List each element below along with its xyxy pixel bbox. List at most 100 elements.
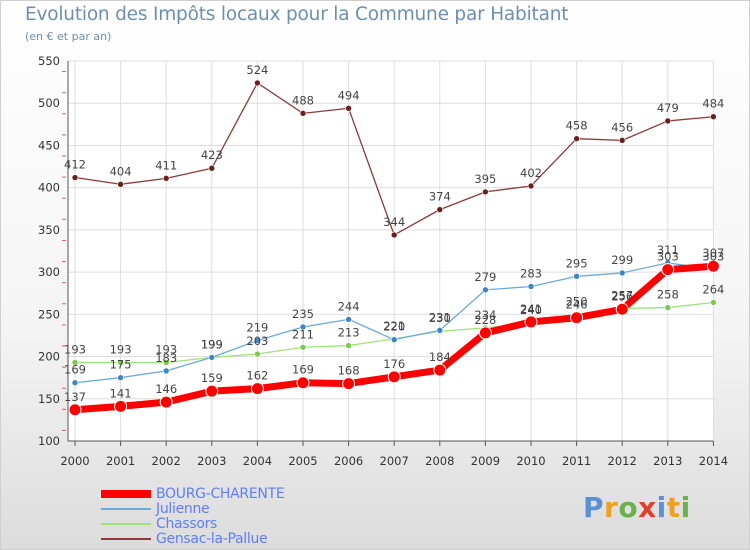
logo-letter: o [618,491,639,524]
data-label: 159 [201,371,223,385]
x-tick-label: 2000 [60,454,89,468]
data-label: 169 [292,363,314,377]
data-point [208,164,216,172]
data-point [68,403,82,417]
data-label: 193 [64,342,86,356]
data-point [250,382,264,396]
data-point [299,343,307,351]
legend-label: BOURG-CHARENTE [156,486,285,502]
data-point [159,395,173,409]
data-label: 307 [702,246,724,260]
data-label: 220 [383,320,405,334]
y-tick-label: 300 [38,265,60,279]
data-point [254,337,261,344]
data-point [527,182,535,190]
data-point [573,273,580,280]
data-point [664,304,672,311]
data-point [299,110,307,117]
data-label: 230 [429,311,451,325]
data-label: 213 [338,326,360,340]
data-point [527,283,535,290]
x-tick-label: 2008 [425,454,454,468]
data-label: 228 [474,313,496,327]
data-label: 395 [474,172,496,186]
y-tick-label: 150 [38,392,60,406]
legend-swatch [101,538,151,540]
data-label: 404 [110,164,132,178]
logo-letter: t [666,491,681,524]
y-tick-label: 550 [38,54,60,68]
data-label: 488 [292,93,314,107]
data-label: 412 [64,158,86,172]
data-point [162,367,170,375]
y-tick-label: 250 [38,307,60,321]
data-point [436,206,444,213]
x-tick-label: 2010 [516,454,545,468]
logo-letter: r [604,491,619,524]
data-label: 494 [338,88,360,102]
x-tick-label: 2011 [562,454,591,468]
data-label: 411 [155,158,177,172]
proxiti-logo: Proxiti [583,491,691,524]
data-label: 258 [657,288,679,302]
x-tick-label: 2005 [288,454,317,468]
data-point [205,384,219,398]
data-point [482,286,489,294]
chart-subtitle: (en € et par an) [25,30,112,43]
y-tick-label: 200 [38,350,60,364]
data-point [390,336,398,343]
data-label: 234 [474,308,496,322]
x-tick-label: 2014 [699,454,728,468]
legend-swatch [101,523,151,525]
x-tick-label: 2001 [106,454,135,468]
data-label: 231 [429,310,451,324]
x-tick-label: 2006 [334,454,363,468]
data-point [615,302,629,316]
legend-swatch [101,490,151,498]
data-label: 479 [657,101,679,115]
data-point [208,354,216,361]
data-point [254,79,261,87]
y-tick-label: 450 [38,138,60,152]
data-label: 137 [64,390,86,404]
data-point [573,135,580,142]
data-point [482,188,489,196]
legend-label: Gensac-la-Pallue [156,531,268,547]
data-point [117,374,124,381]
data-label: 303 [702,250,724,264]
y-tick-label: 400 [38,181,60,195]
data-label: 241 [520,302,542,316]
data-label: 199 [201,337,223,351]
legend-label: Julienne [156,501,210,517]
data-point [390,231,398,239]
data-point [345,104,352,112]
data-point [299,323,307,331]
x-tick-label: 2003 [197,454,226,468]
x-tick-label: 2013 [653,454,682,468]
x-tick-label: 2009 [471,454,500,468]
data-label: 211 [292,327,314,341]
x-tick-label: 2012 [608,454,637,468]
data-label: 219 [246,321,268,335]
data-label: 246 [566,298,588,312]
data-label: 524 [246,63,268,77]
data-label: 244 [338,299,360,313]
y-tick-label: 100 [38,434,60,448]
data-point [71,359,79,366]
data-label: 264 [702,283,724,297]
y-tick-label: 350 [38,223,60,237]
data-label: 199 [201,337,223,351]
data-label: 423 [201,148,223,162]
data-label: 235 [292,307,314,321]
data-point [296,376,310,390]
data-label: 303 [657,250,679,264]
data-label: 193 [155,342,177,356]
data-label: 250 [566,294,588,308]
legend-label: Chassors [156,516,218,532]
x-tick-label: 2002 [152,454,181,468]
data-label: 279 [474,270,496,284]
data-point [342,377,356,391]
data-label: 162 [246,369,268,383]
